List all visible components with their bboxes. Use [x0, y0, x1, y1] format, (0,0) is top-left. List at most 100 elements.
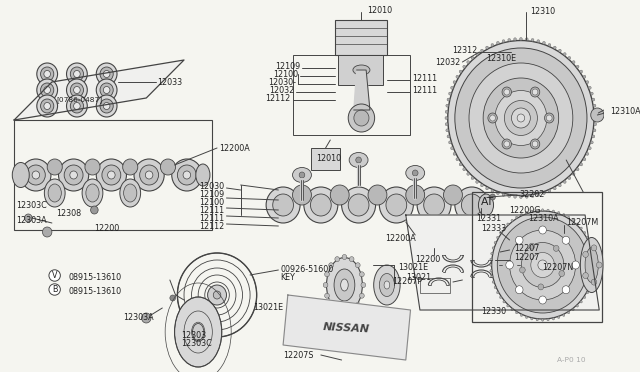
Circle shape	[481, 49, 483, 52]
Circle shape	[548, 189, 551, 192]
Ellipse shape	[100, 99, 113, 113]
Circle shape	[497, 192, 499, 195]
Circle shape	[586, 291, 589, 294]
Circle shape	[591, 281, 593, 283]
Ellipse shape	[96, 63, 117, 85]
Text: 12010: 12010	[316, 154, 341, 163]
Circle shape	[583, 75, 586, 78]
Text: 12030-: 12030-	[268, 77, 296, 87]
Bar	[338, 55, 383, 85]
Text: 12310A: 12310A	[611, 106, 640, 115]
Circle shape	[445, 116, 448, 119]
Text: A-P0 10: A-P0 10	[557, 357, 586, 363]
Circle shape	[42, 227, 52, 237]
Circle shape	[490, 270, 492, 272]
Circle shape	[486, 187, 488, 190]
Ellipse shape	[44, 179, 65, 207]
Circle shape	[506, 261, 513, 269]
Ellipse shape	[340, 279, 348, 291]
Text: 08915-13610: 08915-13610	[69, 273, 122, 282]
Circle shape	[471, 177, 474, 180]
Circle shape	[584, 231, 586, 234]
Circle shape	[502, 40, 505, 43]
Circle shape	[588, 86, 591, 89]
Circle shape	[507, 305, 509, 307]
Circle shape	[24, 214, 32, 222]
Circle shape	[537, 40, 540, 43]
Circle shape	[360, 293, 364, 298]
Ellipse shape	[292, 167, 312, 183]
Ellipse shape	[20, 159, 51, 191]
Ellipse shape	[304, 187, 338, 223]
Ellipse shape	[334, 269, 355, 301]
Circle shape	[520, 214, 523, 216]
Circle shape	[446, 104, 449, 107]
Text: 12100: 12100	[200, 198, 225, 206]
Ellipse shape	[349, 153, 368, 167]
Text: 12030: 12030	[200, 182, 225, 190]
Circle shape	[568, 177, 571, 180]
Circle shape	[589, 286, 591, 289]
Ellipse shape	[406, 166, 425, 180]
Circle shape	[335, 257, 340, 262]
Circle shape	[531, 318, 533, 320]
Circle shape	[545, 113, 554, 123]
Circle shape	[536, 209, 538, 212]
Circle shape	[497, 291, 499, 294]
Circle shape	[576, 168, 579, 171]
Circle shape	[593, 129, 596, 132]
Ellipse shape	[32, 171, 40, 179]
Ellipse shape	[37, 95, 58, 117]
Circle shape	[170, 295, 175, 301]
Circle shape	[525, 38, 528, 41]
Ellipse shape	[517, 114, 525, 122]
Text: 12111: 12111	[200, 205, 225, 215]
Circle shape	[547, 115, 552, 121]
Circle shape	[515, 236, 523, 244]
Bar	[312, 148, 340, 170]
Circle shape	[492, 247, 494, 249]
Ellipse shape	[330, 185, 349, 205]
Text: 12100: 12100	[273, 70, 298, 78]
Circle shape	[490, 194, 495, 200]
Circle shape	[342, 311, 347, 315]
Circle shape	[584, 296, 586, 298]
Text: 12111: 12111	[412, 86, 438, 94]
Ellipse shape	[58, 159, 89, 191]
Circle shape	[323, 282, 328, 288]
Circle shape	[576, 65, 579, 68]
Text: 12200: 12200	[94, 224, 120, 232]
Ellipse shape	[40, 67, 54, 81]
Circle shape	[453, 81, 456, 84]
Text: 12033: 12033	[157, 77, 182, 87]
Ellipse shape	[380, 187, 413, 223]
Circle shape	[447, 98, 450, 101]
Text: 12207: 12207	[515, 253, 540, 263]
Ellipse shape	[353, 65, 370, 75]
Circle shape	[324, 293, 330, 298]
Circle shape	[491, 189, 494, 192]
Ellipse shape	[44, 71, 51, 77]
Circle shape	[592, 275, 595, 278]
Circle shape	[502, 87, 511, 97]
Text: 12109: 12109	[275, 61, 300, 71]
Circle shape	[499, 296, 502, 298]
Circle shape	[497, 236, 499, 239]
Ellipse shape	[492, 211, 593, 319]
Circle shape	[91, 206, 98, 214]
Circle shape	[591, 279, 597, 285]
Circle shape	[580, 227, 582, 230]
Ellipse shape	[213, 291, 221, 299]
Circle shape	[588, 147, 591, 150]
Circle shape	[503, 301, 505, 303]
Ellipse shape	[448, 41, 594, 196]
Circle shape	[539, 296, 547, 304]
Ellipse shape	[161, 159, 175, 175]
Circle shape	[456, 158, 459, 161]
Circle shape	[504, 89, 509, 95]
Circle shape	[514, 195, 516, 198]
Circle shape	[494, 241, 497, 244]
Text: B: B	[52, 285, 58, 294]
Text: 12112: 12112	[266, 93, 291, 103]
Circle shape	[593, 258, 595, 260]
